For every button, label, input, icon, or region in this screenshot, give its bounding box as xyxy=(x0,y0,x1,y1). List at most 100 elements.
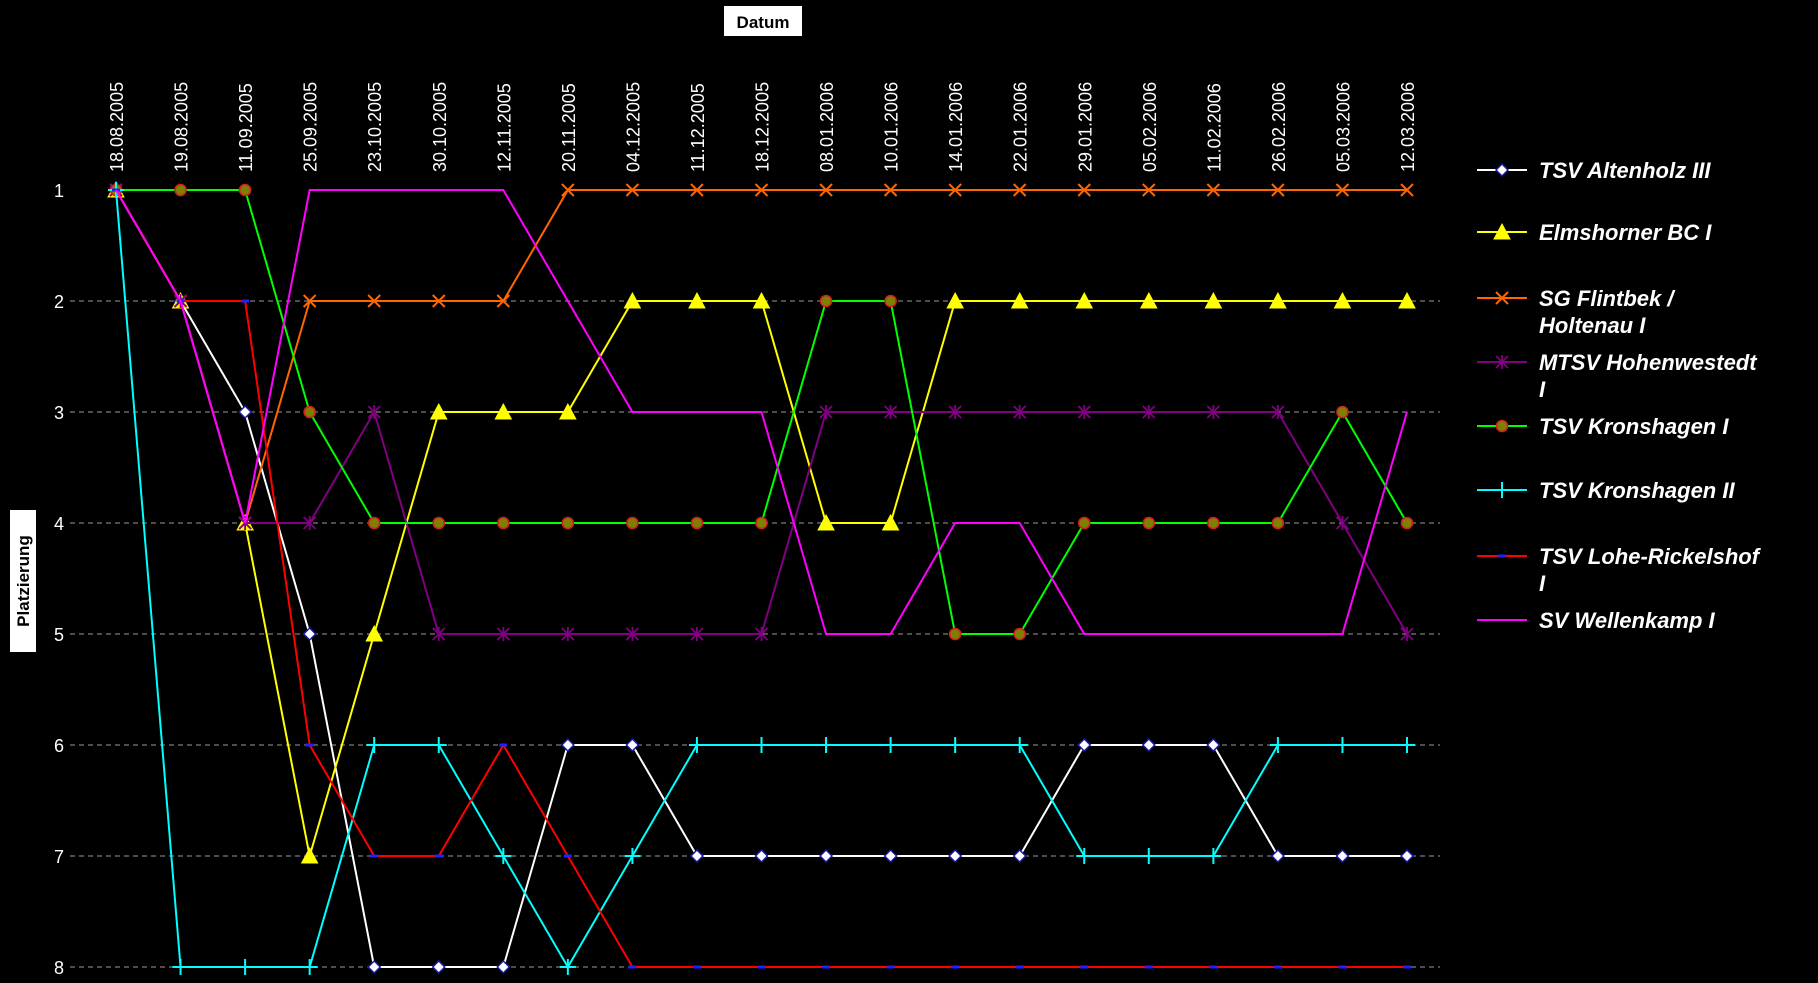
legend-item: TSV Kronshagen II xyxy=(1477,478,1735,503)
data-point xyxy=(884,294,897,308)
data-point xyxy=(1495,291,1509,305)
series-7 xyxy=(112,188,1411,969)
series-6 xyxy=(108,182,1415,975)
data-point xyxy=(237,959,254,975)
data-point xyxy=(1206,405,1220,419)
data-point xyxy=(947,737,964,753)
data-point xyxy=(883,405,898,419)
data-point xyxy=(432,627,446,641)
data-point xyxy=(1010,291,1029,309)
data-point xyxy=(1140,848,1157,864)
x-tick-label: 19.08.2005 xyxy=(172,82,192,172)
data-point xyxy=(494,402,513,420)
data-point xyxy=(172,959,189,975)
data-point xyxy=(560,737,575,753)
data-point xyxy=(754,848,769,864)
legend-label: TSV Kronshagen II xyxy=(1539,478,1735,503)
x-tick-label: 18.12.2005 xyxy=(753,82,773,172)
data-point xyxy=(1400,627,1414,641)
data-point xyxy=(1142,183,1156,197)
data-point xyxy=(625,627,640,641)
data-point xyxy=(303,405,316,419)
data-point xyxy=(754,627,769,641)
data-point xyxy=(819,405,833,419)
data-point xyxy=(365,624,384,642)
data-point xyxy=(1269,737,1286,753)
data-point xyxy=(1399,737,1415,753)
data-point xyxy=(1204,291,1223,309)
data-point xyxy=(367,959,382,975)
x-tick-label: 18.08.2005 xyxy=(107,82,127,172)
data-point xyxy=(755,516,768,530)
x-tick-label: 30.10.2005 xyxy=(430,82,450,172)
data-point xyxy=(429,402,448,420)
series-8 xyxy=(115,189,1408,635)
data-point xyxy=(1494,482,1510,498)
data-point xyxy=(432,294,446,308)
data-point xyxy=(1012,848,1027,864)
legend-label: TSV Lohe-Rickelshof I xyxy=(1539,544,1762,596)
series-line xyxy=(115,189,1407,527)
data-point xyxy=(1077,737,1092,753)
x-tick-label: 11.09.2005 xyxy=(236,83,256,172)
x-tick-label: 14.01.2006 xyxy=(946,82,966,172)
data-point xyxy=(1142,405,1156,419)
data-point xyxy=(1495,419,1509,433)
x-axis-ticks: 18.08.2005 19.08.2005 11.09.2005 25.09.2005… xyxy=(107,82,1418,172)
legend-label: Elmshorner BC I xyxy=(1539,220,1712,245)
series-3 xyxy=(109,183,1414,530)
data-point xyxy=(1493,222,1511,240)
data-point xyxy=(431,959,446,975)
data-point xyxy=(690,627,704,641)
x-tick-label: 05.03.2006 xyxy=(1333,82,1353,172)
data-point xyxy=(689,848,705,864)
data-point xyxy=(818,737,835,753)
data-point xyxy=(496,627,510,641)
data-point xyxy=(1013,627,1027,641)
data-point xyxy=(1399,848,1415,864)
x-tick-label: 25.09.2005 xyxy=(301,82,321,172)
data-point xyxy=(1333,291,1352,309)
data-point xyxy=(1270,848,1285,864)
y-axis-title-box xyxy=(10,510,36,652)
data-point xyxy=(496,294,511,308)
data-point xyxy=(1077,405,1091,419)
data-point xyxy=(1336,405,1349,419)
data-point xyxy=(1077,516,1091,530)
data-point xyxy=(1400,183,1414,197)
data-point xyxy=(819,183,833,197)
data-point xyxy=(238,183,252,197)
data-point xyxy=(559,959,576,975)
x-tick-label: 05.02.2006 xyxy=(1140,82,1160,172)
data-point xyxy=(1271,183,1285,197)
x-tick-label: 22.01.2006 xyxy=(1011,82,1031,172)
legend-item: SG Flintbek / Holtenau I xyxy=(1477,286,1676,338)
y-axis-ticks: 1 2 3 4 5 6 7 8 xyxy=(54,181,64,978)
legend: TSV Altenholz III Elmshorner BC I SG Flint… xyxy=(1477,158,1762,633)
series-4 xyxy=(109,183,1414,641)
data-point xyxy=(690,516,704,530)
data-point xyxy=(1398,291,1416,309)
data-point xyxy=(1335,516,1350,530)
data-point xyxy=(754,183,769,197)
data-point xyxy=(818,848,834,864)
data-point xyxy=(1205,848,1222,864)
x-axis-title-box xyxy=(724,6,802,36)
legend-label: SV Wellenkamp I xyxy=(1539,608,1716,633)
data-point xyxy=(432,516,446,530)
data-point xyxy=(1400,516,1414,530)
data-point xyxy=(1335,183,1350,197)
data-point xyxy=(688,737,705,753)
data-point xyxy=(303,516,317,530)
y-axis-title: Platzierung xyxy=(10,510,36,652)
data-point xyxy=(1334,737,1351,753)
legend-label: SG Flintbek / Holtenau I xyxy=(1539,286,1676,338)
data-point xyxy=(302,626,317,642)
data-point xyxy=(496,959,511,975)
data-point xyxy=(624,848,641,864)
data-point xyxy=(882,737,899,753)
x-axis-title: Datum xyxy=(724,6,802,36)
data-point xyxy=(367,405,381,419)
data-point xyxy=(1077,183,1091,197)
